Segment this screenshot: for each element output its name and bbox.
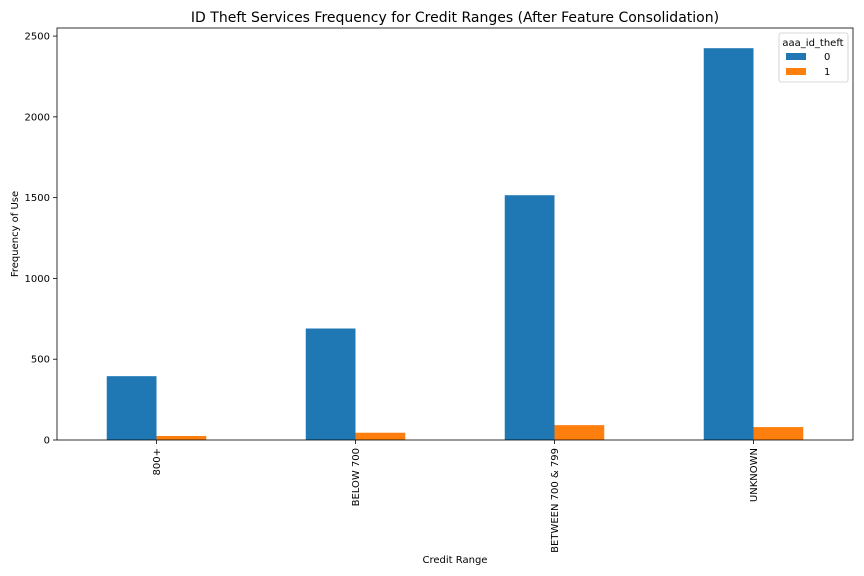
x-axis-label: Credit Range	[423, 555, 488, 566]
y-tick-label: 2000	[25, 112, 50, 123]
y-tick-label: 2500	[25, 32, 50, 43]
y-tick-label: 1000	[25, 274, 50, 285]
bar-series-0-3	[703, 48, 754, 441]
legend-swatch-0	[786, 53, 806, 60]
bar-series-0-1	[305, 328, 356, 440]
y-tick-label: 500	[31, 355, 50, 366]
legend-label-1: 1	[824, 67, 830, 78]
legend: aaa_id_theft 0 1	[778, 32, 849, 83]
chart-title: ID Theft Services Frequency for Credit R…	[191, 10, 719, 26]
bar-series-0-0	[106, 376, 157, 440]
plot-frame	[56, 27, 854, 441]
bar-series-1-0	[156, 435, 207, 440]
bar-series-1-3	[753, 427, 804, 440]
x-tick-label: BETWEEN 700 & 799	[550, 448, 561, 553]
x-axis: 800+ BELOW 700 BETWEEN 700 & 799 UNKNOWN	[152, 440, 760, 553]
bars-group	[106, 48, 804, 441]
legend-label-0: 0	[824, 52, 830, 63]
bar-series-1-1	[355, 432, 406, 440]
x-tick-label: BELOW 700	[351, 448, 362, 506]
legend-swatch-1	[786, 68, 806, 75]
y-tick-label: 1500	[25, 193, 50, 204]
y-tick-label: 0	[44, 436, 50, 447]
x-tick-label: 800+	[152, 448, 163, 475]
x-tick-label: UNKNOWN	[749, 448, 760, 502]
legend-title: aaa_id_theft	[782, 38, 843, 49]
y-axis-label: Frequency of Use	[10, 191, 21, 277]
y-axis: 0 500 1000 1500 2000 2500	[25, 32, 57, 447]
bar-series-0-2	[504, 195, 555, 440]
bar-series-1-2	[554, 425, 605, 440]
